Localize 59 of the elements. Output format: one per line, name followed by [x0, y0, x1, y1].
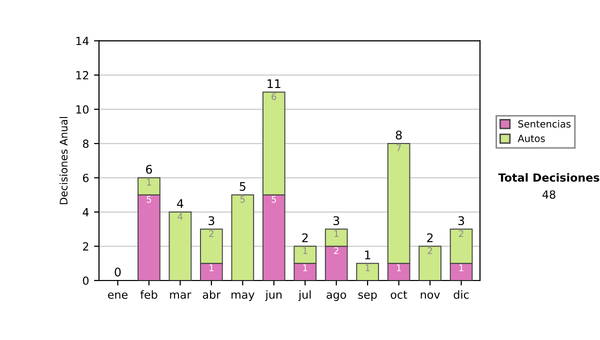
x-tick-label: jun: [265, 290, 282, 301]
bar: [231, 194, 254, 280]
data-label: 1: [303, 247, 308, 254]
x-tick-label: nov: [420, 292, 440, 299]
data-label: 1: [459, 264, 464, 272]
data-label: 2: [459, 230, 464, 237]
x-tick-label: feb: [140, 290, 158, 299]
total-label: 0: [114, 268, 121, 276]
x-tick-label: ago: [326, 292, 346, 301]
data-label: 1: [366, 264, 370, 272]
data-label: 2: [428, 247, 432, 254]
total-label: 11: [268, 79, 280, 88]
data-label: 2: [334, 247, 338, 254]
data-label: 1: [303, 264, 308, 272]
y-axis-title: Decisiones Anual: [60, 117, 68, 204]
x-tick-label: mar: [170, 292, 192, 299]
bar: [168, 212, 192, 280]
data-label: 7: [396, 144, 401, 152]
y-tick-label: 4: [82, 208, 89, 216]
total-label: 2: [302, 233, 308, 242]
total-label: 3: [208, 216, 214, 226]
x-tick-label: dic: [454, 290, 469, 299]
data-label: 5: [272, 196, 276, 203]
text: Total Decisiones: [498, 173, 600, 182]
x-tick-label: oct: [390, 290, 408, 299]
total-label: 3: [333, 216, 340, 226]
data-label: 1: [147, 178, 152, 186]
total-label: 3: [458, 216, 464, 226]
text: 48: [542, 190, 556, 199]
legend-label: Autos: [518, 134, 545, 142]
bar: [356, 262, 379, 280]
x-tick-label: sep: [358, 292, 377, 301]
y-tick-label: 0: [82, 276, 89, 285]
total-label: 1: [365, 250, 370, 260]
data-label: 6: [272, 93, 276, 100]
total-label: 6: [146, 164, 152, 174]
y-tick-label: 8: [82, 140, 89, 148]
y-tick-label: 14: [76, 36, 89, 46]
data-label: 5: [146, 196, 152, 203]
y-tick-label: 12: [76, 71, 88, 80]
data-label: 2: [209, 230, 214, 237]
y-tick-label: 6: [82, 174, 89, 182]
data-label: 4: [178, 213, 183, 220]
x-tick-label: jul: [298, 290, 311, 301]
total-label: 4: [177, 199, 184, 208]
y-tick-label: 10: [76, 105, 89, 114]
legend-label: Sentencias: [518, 120, 571, 128]
x-tick-label: abr: [202, 290, 221, 299]
y-tick-label: 2: [83, 242, 88, 250]
data-label: 1: [396, 264, 401, 272]
total-label: 2: [427, 233, 433, 242]
total-label: 5: [240, 182, 246, 191]
x-tick-label: may: [232, 292, 254, 301]
data-label: 5: [240, 196, 245, 203]
x-tick-label: ene: [108, 292, 128, 299]
total-label: 8: [396, 130, 402, 140]
bar: [418, 246, 442, 280]
data-label: 1: [210, 264, 214, 272]
data-label: 1: [334, 230, 338, 237]
